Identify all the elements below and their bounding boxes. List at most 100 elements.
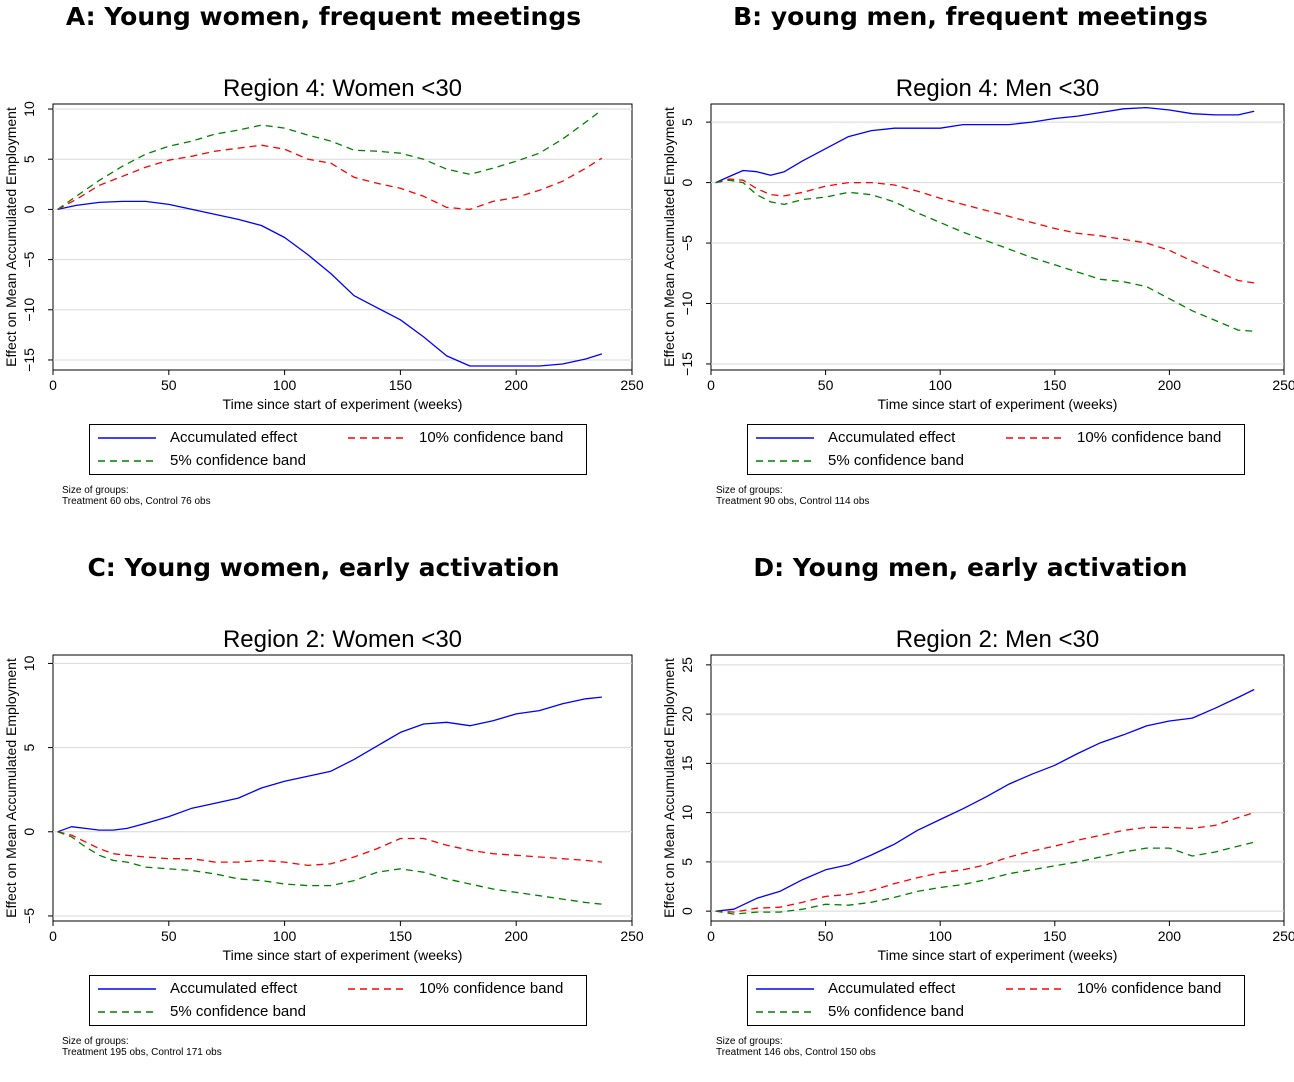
- y-tick-label: −10: [679, 291, 695, 315]
- y-tick-label: 10: [679, 805, 695, 821]
- legend-label: 5% confidence band: [170, 452, 306, 469]
- note-text: Treatment 146 obs, Control 150 obs: [716, 1047, 876, 1058]
- x-tick-label: 0: [707, 377, 715, 393]
- ci10-line: [57, 144, 603, 211]
- y-tick-label: 0: [679, 178, 695, 186]
- accumulated-effect-line: [715, 106, 1255, 184]
- ci10-line: [715, 178, 1255, 284]
- y-tick-label: 0: [679, 907, 695, 915]
- legend-label: 10% confidence band: [1077, 429, 1222, 446]
- y-tick-label: 10: [21, 101, 37, 117]
- accumulated-effect-line: [715, 688, 1255, 912]
- legend-swatch-accumulated: [98, 988, 156, 990]
- x-tick-label: 150: [1043, 377, 1067, 393]
- note-text: Treatment 90 obs, Control 114 obs: [716, 496, 870, 507]
- legend: Accumulated effect 10% confidence band 5…: [89, 975, 587, 1026]
- x-tick-label: 0: [49, 928, 57, 944]
- note-title: Size of groups:: [62, 485, 129, 496]
- x-axis-label: Time since start of experiment (weeks): [878, 396, 1118, 412]
- y-tick-label: 25: [679, 657, 695, 673]
- legend-label: 10% confidence band: [419, 429, 564, 446]
- panel-heading: C: Young women, early activation: [87, 553, 560, 582]
- x-tick-label: 50: [161, 928, 177, 944]
- panel-heading: D: Young men, early activation: [753, 553, 1188, 582]
- x-tick-label: 250: [620, 377, 644, 393]
- x-tick-label: 50: [161, 377, 177, 393]
- chart-title: Region 2: Women <30: [223, 626, 462, 653]
- x-tick-label: 250: [1272, 928, 1294, 944]
- x-tick-label: 200: [505, 928, 529, 944]
- ci5-line: [715, 179, 1255, 332]
- x-tick-label: 100: [273, 377, 297, 393]
- y-tick-label: 5: [679, 858, 695, 866]
- legend-swatch-accumulated: [98, 437, 156, 439]
- accumulated-effect-line: [57, 696, 602, 833]
- y-tick-label: −5: [21, 908, 37, 924]
- y-tick-label: 5: [679, 118, 695, 126]
- y-tick-label: −10: [21, 298, 37, 322]
- x-axis-label: Time since start of experiment (weeks): [223, 947, 463, 963]
- legend: Accumulated effect 10% confidence band 5…: [747, 975, 1245, 1026]
- chart-title: Region 2: Men <30: [896, 626, 1099, 653]
- legend: Accumulated effect 10% confidence band 5…: [747, 424, 1245, 475]
- legend: Accumulated effect 10% confidence band 5…: [89, 424, 587, 475]
- x-tick-label: 100: [929, 928, 953, 944]
- note-text: Treatment 195 obs, Control 171 obs: [62, 1047, 222, 1058]
- x-tick-label: 200: [505, 377, 529, 393]
- x-tick-label: 0: [49, 377, 57, 393]
- note-title: Size of groups:: [716, 485, 783, 496]
- y-axis-label: Effect on Mean Accumulated Employment: [3, 658, 19, 918]
- x-axis-label: Time since start of experiment (weeks): [223, 396, 463, 412]
- ci10-line: [57, 831, 602, 867]
- y-tick-label: −5: [21, 251, 37, 267]
- y-tick-label: 5: [21, 155, 37, 163]
- legend-swatch-ci5: [98, 460, 156, 462]
- group-size-note: Size of groups: Treatment 90 obs, Contro…: [716, 485, 869, 507]
- panel-d: D: Young men, early activation Region 2:…: [647, 551, 1294, 1082]
- x-tick-label: 50: [818, 928, 834, 944]
- legend-swatch-ci10: [1006, 988, 1064, 990]
- y-tick-label: 5: [21, 743, 37, 751]
- panel-c: C: Young women, early activation Region …: [0, 551, 647, 1082]
- legend-label: Accumulated effect: [828, 429, 956, 446]
- legend-swatch-ci10: [1006, 437, 1064, 439]
- legend-swatch-ci10: [348, 988, 406, 990]
- legend-label: Accumulated effect: [828, 980, 956, 997]
- y-tick-label: −15: [21, 348, 37, 372]
- x-tick-label: 0: [707, 928, 715, 944]
- chart-title: Region 4: Women <30: [223, 75, 462, 102]
- plot-frame: [710, 103, 1285, 371]
- legend-swatch-accumulated: [756, 988, 814, 990]
- legend-swatch-ci5: [98, 1011, 156, 1013]
- ci10-line: [715, 811, 1255, 913]
- legend-swatch-ci5: [756, 1011, 814, 1013]
- legend-label: 5% confidence band: [828, 452, 964, 469]
- y-axis-label: Effect on Mean Accumulated Employment: [661, 107, 677, 367]
- group-size-note: Size of groups: Treatment 60 obs, Contro…: [62, 485, 211, 507]
- y-tick-label: 0: [21, 828, 37, 836]
- x-tick-label: 150: [389, 377, 413, 393]
- panel-b: B: young men, frequent meetings Region 4…: [647, 0, 1294, 531]
- y-tick-label: 0: [21, 205, 37, 213]
- legend-label: 10% confidence band: [1077, 980, 1222, 997]
- chart-title: Region 4: Men <30: [896, 75, 1099, 102]
- x-tick-label: 250: [620, 928, 644, 944]
- x-tick-label: 100: [273, 928, 297, 944]
- x-axis-label: Time since start of experiment (weeks): [878, 947, 1118, 963]
- y-tick-label: 10: [21, 655, 37, 671]
- x-tick-label: 250: [1272, 377, 1294, 393]
- x-tick-label: 100: [929, 377, 953, 393]
- ci5-line: [57, 831, 602, 905]
- note-title: Size of groups:: [716, 1036, 783, 1047]
- y-tick-label: 15: [679, 755, 695, 771]
- note-title: Size of groups:: [62, 1036, 129, 1047]
- panel-a: A: Young women, frequent meetings Region…: [0, 0, 647, 531]
- group-size-note: Size of groups: Treatment 195 obs, Contr…: [62, 1036, 222, 1058]
- y-tick-label: 20: [679, 706, 695, 722]
- legend-label: 5% confidence band: [170, 1003, 306, 1020]
- y-tick-label: −5: [679, 235, 695, 251]
- panel-heading: B: young men, frequent meetings: [733, 2, 1208, 31]
- plot-frame: [52, 654, 633, 922]
